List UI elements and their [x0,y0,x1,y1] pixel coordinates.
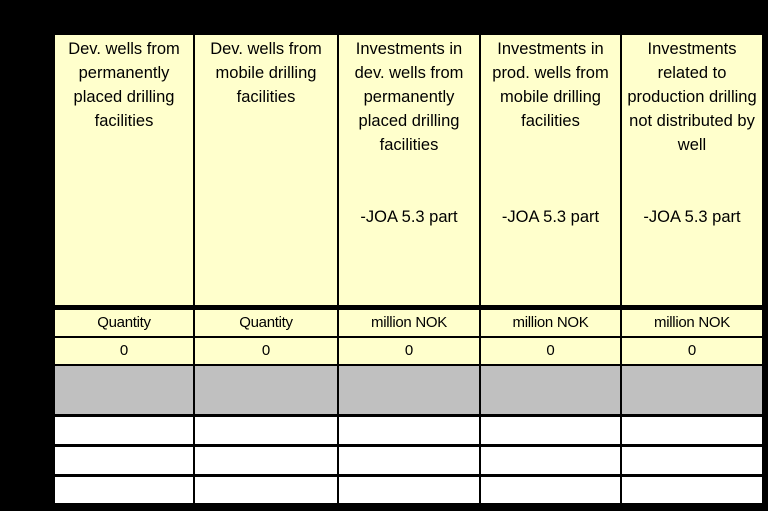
empty-cell [481,447,620,474]
gray-row-cell [622,366,762,414]
gray-row-cell [55,366,193,414]
unit-cell: Quantity [195,310,337,336]
header-title: Investments related to production drilli… [627,40,757,154]
column-header: Dev. wells from mobile drilling faciliti… [195,35,337,305]
empty-cell [195,447,337,474]
empty-cell [339,447,479,474]
value-cell: 0 [55,338,193,364]
unit-cell: million NOK [622,310,762,336]
empty-cell [195,417,337,444]
unit-cell: million NOK [481,310,620,336]
empty-cell [339,417,479,444]
value-cell: 0 [481,338,620,364]
empty-cell [195,477,337,503]
header-title: Dev. wells from mobile drilling faciliti… [210,40,322,106]
column-header: Investments related to production drilli… [622,35,762,305]
header-note: -JOA 5.3 part [360,208,458,226]
gray-row-cell [195,366,337,414]
value-cell: 0 [622,338,762,364]
header-title: Dev. wells from permanently placed drill… [68,40,180,130]
empty-cell [55,447,193,474]
header-note: -JOA 5.3 part [501,208,600,226]
gray-row-cell [481,366,620,414]
empty-cell [622,477,762,503]
empty-cell [622,417,762,444]
empty-cell [481,477,620,503]
empty-cell [622,447,762,474]
header-title: Investments in prod. wells from mobile d… [492,40,609,130]
value-cell: 0 [339,338,479,364]
column-header: Investments in dev. wells from permanent… [339,35,479,305]
empty-cell [339,477,479,503]
column-header: Dev. wells from permanently placed drill… [55,35,193,305]
header-title: Investments in dev. wells from permanent… [354,40,464,154]
empty-cell [55,477,193,503]
empty-cell [55,417,193,444]
column-header: Investments in prod. wells from mobile d… [481,35,620,305]
unit-cell: million NOK [339,310,479,336]
header-note: -JOA 5.3 part [643,208,741,226]
unit-cell: Quantity [55,310,193,336]
value-cell: 0 [195,338,337,364]
empty-cell [481,417,620,444]
gray-row-cell [339,366,479,414]
